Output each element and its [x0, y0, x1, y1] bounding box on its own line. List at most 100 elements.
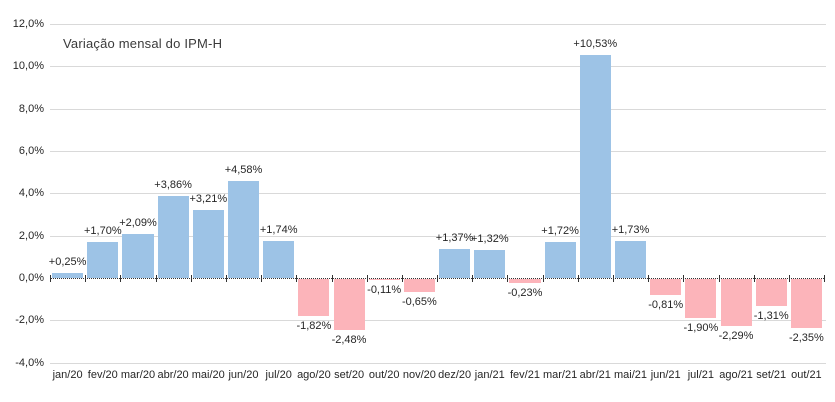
x-axis-tick-label: out/21	[791, 369, 822, 381]
zero-axis-tick	[648, 274, 650, 282]
bar-data-label: +10,53%	[573, 38, 618, 51]
x-axis-tick-label: mar/21	[542, 369, 578, 381]
bar-jan/21	[474, 249, 506, 278]
x-axis-tick-label: jul/20	[265, 369, 292, 381]
y-axis-tick-label: 8,0%	[18, 102, 44, 115]
bar-data-label: +1,37%	[435, 231, 474, 244]
gridline	[50, 108, 826, 110]
bar-fev/20	[87, 241, 119, 278]
y-axis-tick-label: 0,0%	[18, 271, 44, 284]
bar-data-label: +1,73%	[611, 224, 650, 237]
zero-axis-tick	[472, 274, 474, 282]
zero-axis-tick	[85, 274, 87, 282]
zero-axis-tick	[683, 274, 685, 282]
bar-jul/20	[263, 241, 295, 278]
bar-mar/20	[122, 233, 154, 278]
bar-abr/21	[579, 55, 611, 278]
chart-title: Variação mensal do IPM-H	[63, 36, 223, 51]
bar-fev/21	[509, 278, 541, 283]
bar-jul/21	[685, 278, 717, 319]
x-axis-tick-label: fev/21	[510, 369, 540, 381]
x-axis-tick-label: set/20	[334, 369, 365, 381]
bar-out/20	[368, 278, 400, 281]
zero-axis-tick	[542, 274, 544, 282]
x-axis-tick-label: ago/20	[297, 369, 331, 381]
zero-axis-tick	[401, 274, 403, 282]
bar-jun/20	[227, 181, 260, 278]
gridline	[50, 150, 826, 152]
bar-nov/20	[403, 278, 435, 292]
zero-axis-tick	[788, 274, 790, 282]
bar-data-label: +0,25%	[48, 255, 87, 268]
zero-axis-tick	[577, 274, 579, 282]
bar-data-label: +1,74%	[259, 224, 298, 237]
bar-data-label: -0,81%	[648, 299, 684, 311]
bar-data-label: +2,09%	[119, 216, 157, 229]
bar-data-label: -2,29%	[718, 330, 754, 343]
x-axis-tick-label: out/20	[368, 369, 400, 381]
y-axis-tick-label: -4,0%	[15, 356, 44, 369]
zero-axis-tick	[50, 274, 51, 282]
bar-ago/21	[720, 278, 752, 327]
y-axis-tick-label: 2,0%	[18, 229, 44, 242]
bar-data-label: +3,21%	[189, 193, 228, 205]
bar-out/21	[790, 278, 822, 328]
zero-axis-tick	[366, 274, 368, 282]
zero-axis-tick	[718, 274, 720, 282]
x-axis-tick-label: mai/20	[191, 369, 225, 381]
x-axis-tick-label: jul/21	[687, 369, 715, 381]
bar-data-label: -1,82%	[296, 320, 332, 333]
bar-abr/20	[157, 196, 189, 278]
y-axis-tick-label: 12,0%	[12, 18, 44, 30]
zero-axis-tick	[120, 274, 122, 282]
y-axis-tick-label: 4,0%	[18, 187, 44, 200]
x-axis-tick-label: abr/20	[157, 369, 189, 381]
bar-data-label: -1,31%	[753, 309, 789, 322]
bar-set/21	[755, 278, 787, 306]
bar-data-label: -1,90%	[683, 322, 719, 335]
zero-axis-tick	[331, 274, 333, 282]
x-axis-tick-label: dez/20	[438, 369, 472, 381]
gridline	[50, 362, 826, 364]
gridline	[50, 320, 826, 322]
bar-data-label: -2,48%	[331, 334, 367, 347]
x-axis-tick-label: mar/20	[120, 369, 156, 381]
zero-axis-tick	[437, 274, 438, 282]
bar-ago/20	[298, 278, 330, 317]
x-axis-tick-label: fev/20	[87, 369, 118, 381]
bar-mar/21	[544, 241, 576, 278]
zero-axis-tick	[507, 274, 509, 282]
zero-axis-tick	[612, 274, 614, 282]
x-axis-tick-label: set/21	[756, 369, 787, 381]
gridline	[50, 193, 826, 195]
zero-axis-tick	[296, 274, 298, 282]
x-axis-tick-label: jan/21	[474, 369, 505, 381]
zero-axis-tick	[824, 274, 825, 282]
bar-jan/20	[52, 272, 84, 278]
x-axis-tick-label: ago/21	[719, 369, 753, 381]
x-axis-tick-label: jan/20	[52, 369, 83, 381]
bar-data-label: -2,35%	[788, 331, 824, 344]
zero-axis-tick	[190, 274, 192, 282]
bar-data-label: +1,32%	[470, 232, 509, 245]
zero-axis-tick	[261, 274, 263, 282]
x-axis-tick-label: abr/21	[579, 369, 611, 381]
bar-data-label: +4,58%	[224, 164, 263, 176]
bar-dez/20	[439, 248, 471, 278]
gridline	[50, 66, 826, 68]
bar-data-label: -0,11%	[367, 284, 402, 297]
bar-mai/21	[614, 241, 647, 278]
gridline	[50, 24, 826, 25]
bar-data-label: -0,65%	[401, 295, 437, 308]
bar-data-label: -0,23%	[507, 286, 543, 299]
y-axis-tick-label: 10,0%	[12, 60, 44, 73]
bar-set/20	[333, 278, 365, 331]
x-axis-tick-label: jun/20	[228, 369, 259, 381]
x-axis-tick-label: mai/21	[613, 369, 647, 381]
gridline	[50, 235, 826, 237]
x-axis-tick-label: nov/20	[402, 369, 436, 381]
zero-axis-tick	[225, 274, 227, 282]
y-axis-tick-label: 6,0%	[18, 144, 44, 157]
bar-mai/20	[192, 210, 224, 278]
